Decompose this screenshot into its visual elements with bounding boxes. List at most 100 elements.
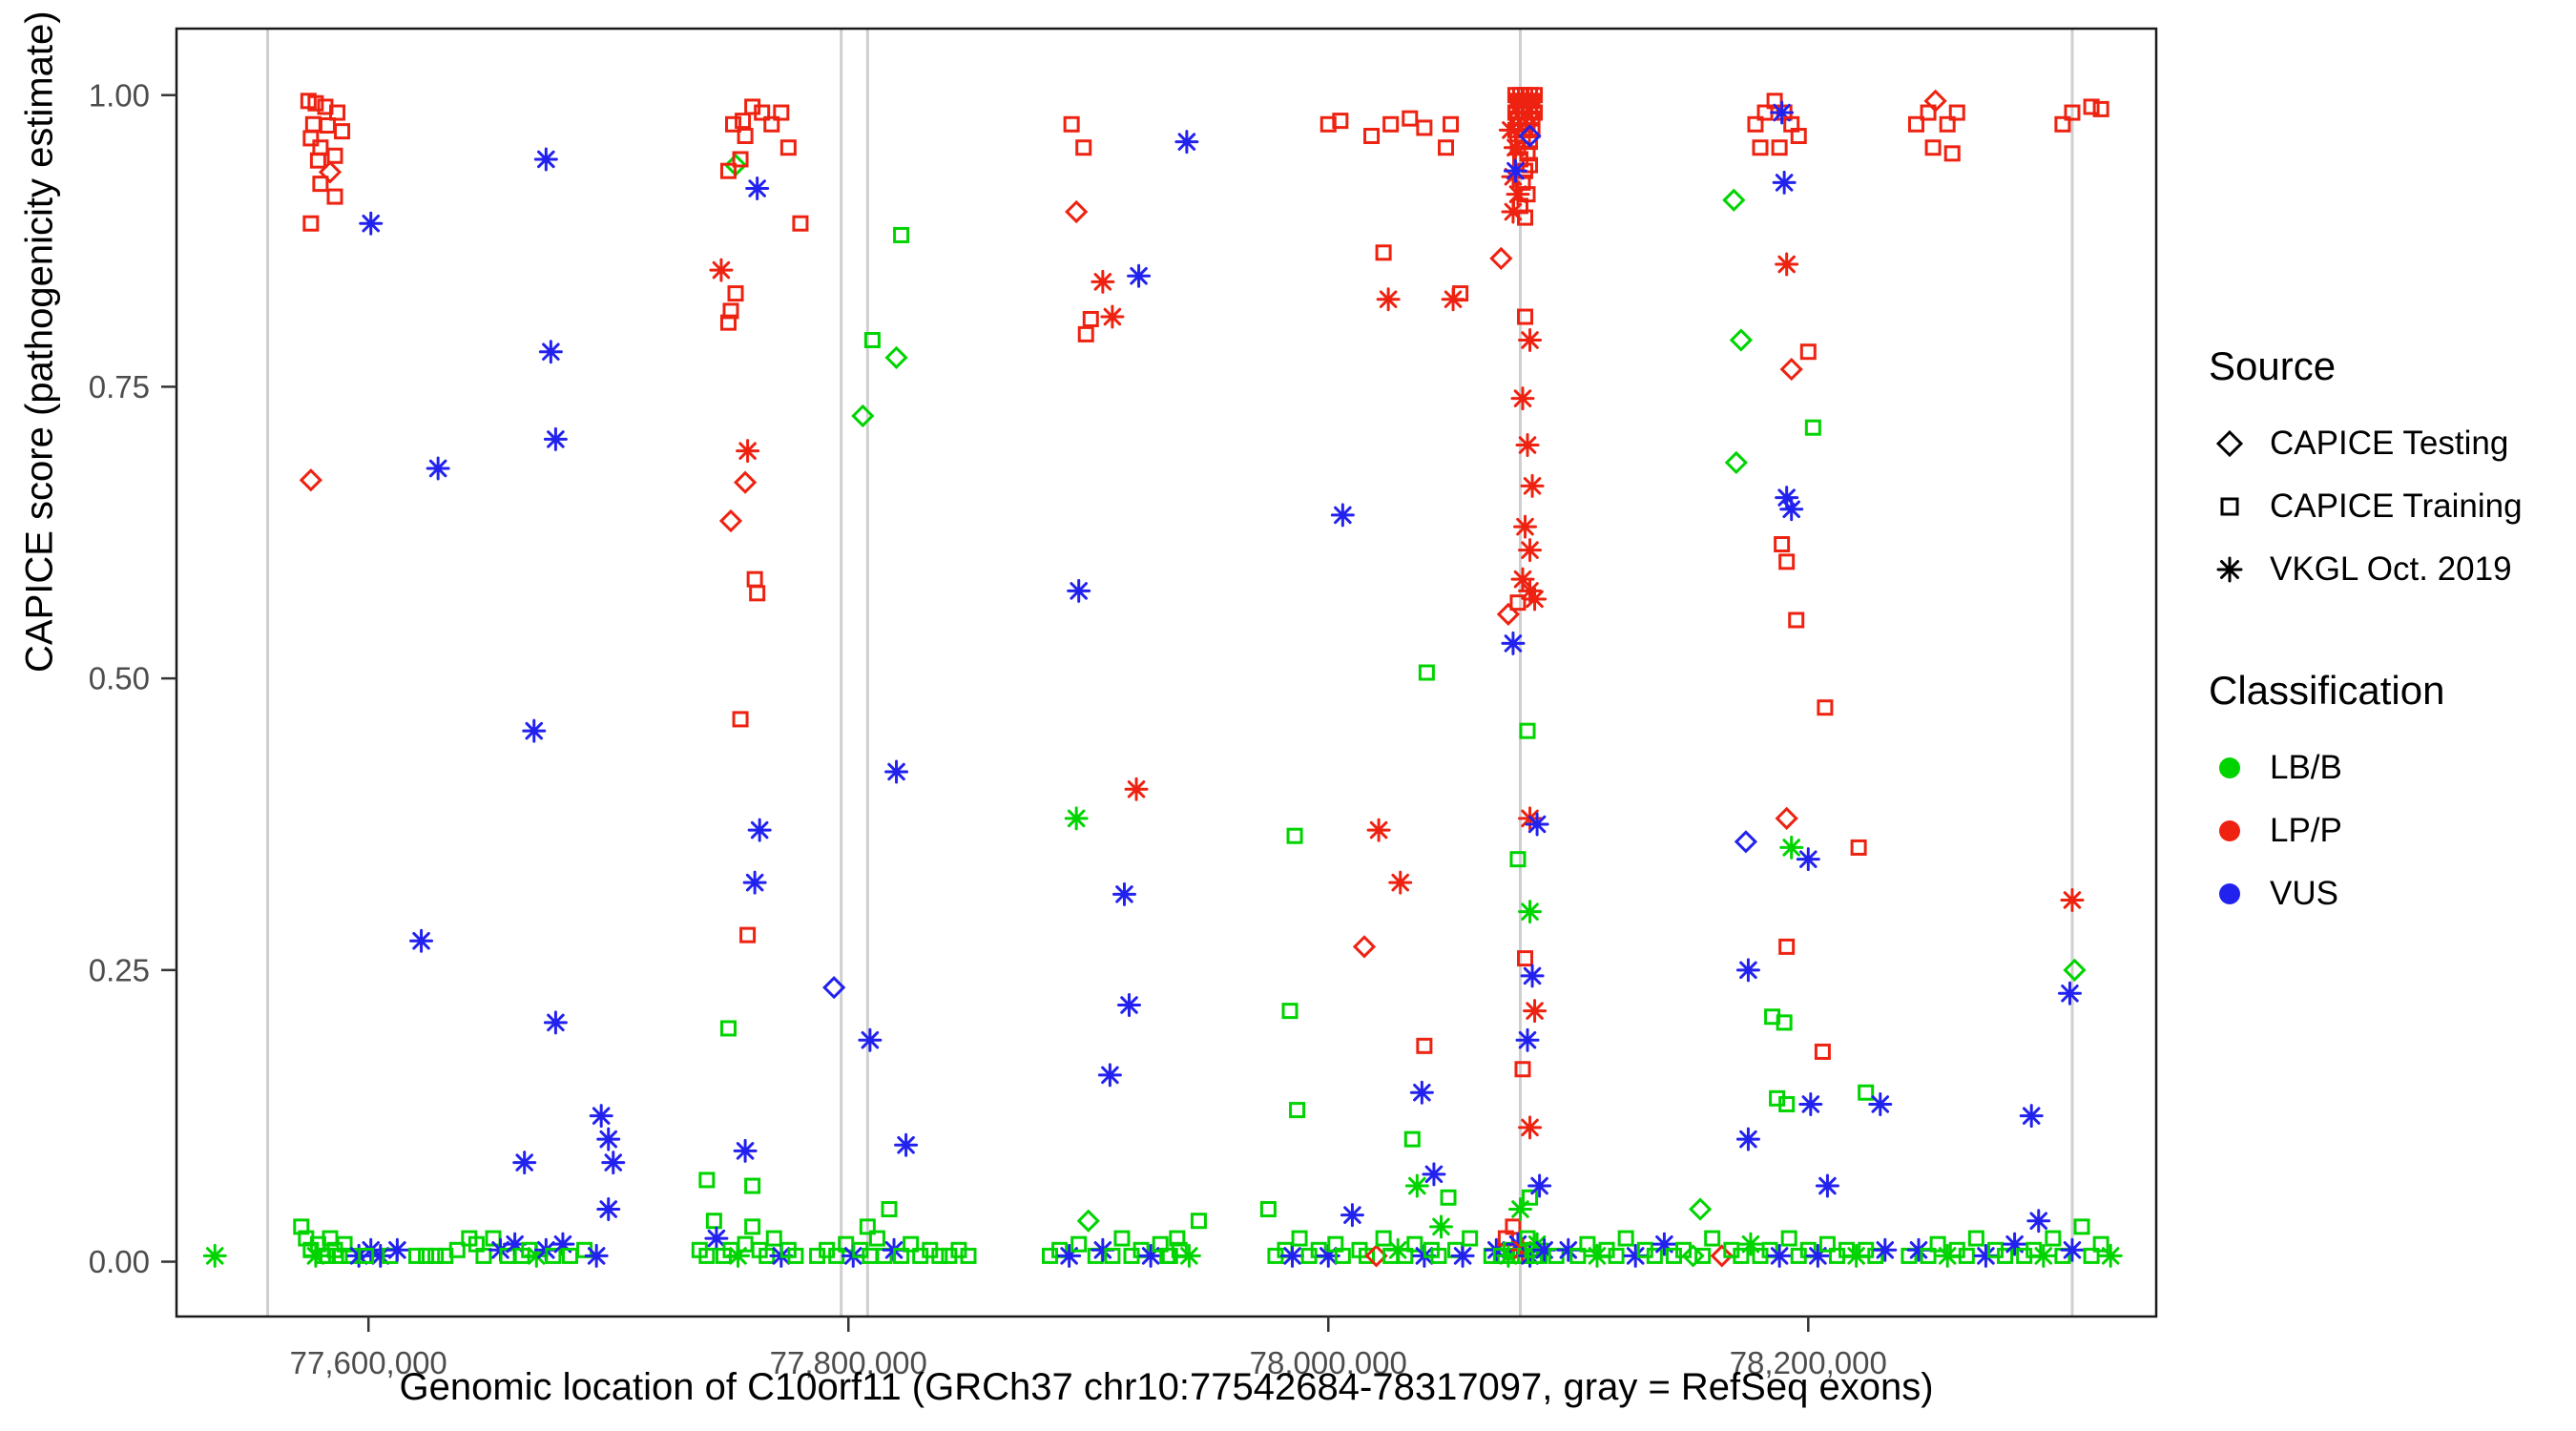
point-asterisk-vus bbox=[1138, 1243, 1163, 1268]
point-square-lpp bbox=[307, 94, 324, 112]
point-asterisk-vus bbox=[745, 176, 770, 201]
point-asterisk-vus bbox=[1280, 1243, 1305, 1268]
point-asterisk-lbb bbox=[303, 1243, 328, 1268]
point-asterisk-vus bbox=[1097, 1063, 1122, 1088]
point-square-lbb bbox=[881, 1201, 898, 1217]
point-asterisk-lpp bbox=[1515, 433, 1540, 458]
point-square-lpp bbox=[2054, 115, 2071, 133]
point-asterisk-lbb bbox=[1779, 835, 1804, 860]
point-asterisk-vus bbox=[1527, 1173, 1552, 1198]
point-asterisk-lbb bbox=[1935, 1243, 1960, 1268]
point-square-lbb bbox=[1929, 1235, 1946, 1253]
point-asterisk-lpp bbox=[1518, 327, 1543, 352]
point-square-lpp bbox=[1948, 104, 1965, 121]
point-diamond-lbb bbox=[1076, 1209, 1100, 1233]
point-square-lbb bbox=[293, 1218, 310, 1235]
point-square-lbb bbox=[545, 1247, 562, 1264]
dot-icon bbox=[2219, 883, 2240, 904]
point-asterisk-lpp bbox=[1775, 252, 1799, 277]
point-diamond-lpp bbox=[1065, 199, 1089, 224]
point-square-lbb bbox=[868, 1230, 885, 1247]
point-square-lbb bbox=[787, 1247, 804, 1264]
point-asterisk-lbb bbox=[1428, 1214, 1453, 1239]
point-asterisk-vus bbox=[1775, 486, 1799, 510]
point-diamond-lpp bbox=[1496, 602, 1521, 626]
point-square-lbb bbox=[1522, 1189, 1539, 1206]
point-asterisk-vus bbox=[596, 1197, 621, 1221]
point-diamond-lbb bbox=[1722, 188, 1746, 212]
point-asterisk-vus bbox=[1906, 1237, 1931, 1262]
point-square-lbb bbox=[931, 1247, 948, 1264]
point-diamond-lbb bbox=[2063, 958, 2087, 982]
point-asterisk-vus bbox=[584, 1243, 609, 1268]
point-asterisk-vus bbox=[1174, 130, 1199, 155]
point-square-lbb bbox=[2045, 1230, 2062, 1247]
point-square-lpp bbox=[1778, 938, 1796, 955]
point-asterisk-vus bbox=[522, 718, 547, 743]
point-asterisk-lpp bbox=[1523, 587, 1548, 612]
point-square-lpp bbox=[719, 314, 737, 331]
point-square-lpp bbox=[1416, 1037, 1433, 1054]
point-asterisk-vus bbox=[543, 426, 568, 451]
point-square-lbb bbox=[1462, 1230, 1479, 1247]
point-square-lpp bbox=[1514, 1061, 1531, 1078]
x-axis-title: Genomic location of C10orf11 (GRCh37 chr… bbox=[399, 1366, 1934, 1408]
point-square-lbb bbox=[1997, 1247, 2014, 1264]
point-asterisk-vus bbox=[1556, 1237, 1581, 1262]
point-square-lbb bbox=[336, 1235, 353, 1253]
point-asterisk-vus bbox=[551, 1232, 575, 1256]
point-asterisk-vus bbox=[601, 1151, 626, 1175]
point-square-lbb bbox=[1608, 1247, 1625, 1264]
point-square-lpp bbox=[334, 123, 351, 140]
point-square-lbb bbox=[1858, 1084, 1875, 1101]
point-square-lpp bbox=[329, 104, 346, 121]
point-asterisk-lbb bbox=[1064, 806, 1089, 831]
point-asterisk-vus bbox=[1770, 100, 1795, 125]
point-square-lbb bbox=[1704, 1230, 1721, 1247]
point-square-lbb bbox=[2083, 1247, 2100, 1264]
legend-source-item: CAPICE Testing bbox=[2209, 412, 2562, 475]
point-square-lpp bbox=[302, 215, 320, 232]
point-square-lbb bbox=[893, 1247, 910, 1264]
legend-source-item: VKGL Oct. 2019 bbox=[2209, 538, 2562, 601]
point-asterisk-vus bbox=[2003, 1232, 2027, 1256]
point-square-lpp bbox=[1771, 139, 1788, 156]
y-tick-label: 0.00 bbox=[89, 1244, 150, 1279]
point-square-lpp bbox=[732, 711, 749, 728]
point-asterisk-vus bbox=[1525, 812, 1549, 837]
point-square-lbb bbox=[475, 1247, 492, 1264]
point-square-lpp bbox=[1332, 113, 1349, 130]
point-diamond-lpp bbox=[318, 160, 343, 184]
point-square-lbb bbox=[1509, 851, 1527, 868]
point-square-lpp bbox=[1517, 308, 1534, 325]
point-diamond-lpp bbox=[1779, 357, 1803, 382]
point-square-lbb bbox=[1169, 1230, 1186, 1247]
point-square-lpp bbox=[1814, 1043, 1831, 1060]
point-square-lpp bbox=[735, 113, 752, 130]
point-square-lpp bbox=[2083, 98, 2100, 115]
point-asterisk-lpp bbox=[1124, 777, 1149, 801]
point-asterisk-vus bbox=[742, 870, 767, 895]
point-diamond-vus bbox=[1734, 830, 1758, 854]
point-square-lpp bbox=[763, 115, 780, 133]
point-square-lpp bbox=[312, 139, 329, 156]
point-diamond-vus bbox=[1518, 124, 1542, 148]
point-asterisk-vus bbox=[1503, 158, 1527, 183]
point-asterisk-vus bbox=[1330, 503, 1355, 528]
point-asterisk-lpp bbox=[1510, 386, 1535, 411]
point-asterisk-vus bbox=[368, 1243, 393, 1268]
point-square-lbb bbox=[719, 1020, 737, 1037]
point-square-lbb bbox=[1190, 1213, 1207, 1230]
point-diamond-lpp bbox=[1352, 935, 1377, 959]
point-square-lpp bbox=[722, 302, 739, 320]
legend-source-label: VKGL Oct. 2019 bbox=[2270, 550, 2512, 588]
point-asterisk-vus bbox=[1409, 1080, 1434, 1105]
point-square-lbb bbox=[1286, 827, 1303, 844]
point-asterisk-vus bbox=[1796, 847, 1820, 872]
point-square-lbb bbox=[1113, 1230, 1131, 1247]
point-square-lbb bbox=[1159, 1247, 1176, 1264]
point-asterisk-vus bbox=[1111, 881, 1136, 906]
point-asterisk-lpp bbox=[1503, 135, 1527, 160]
point-asterisk-vus bbox=[704, 1226, 729, 1251]
x-tick-label: 77,800,000 bbox=[770, 1345, 927, 1380]
